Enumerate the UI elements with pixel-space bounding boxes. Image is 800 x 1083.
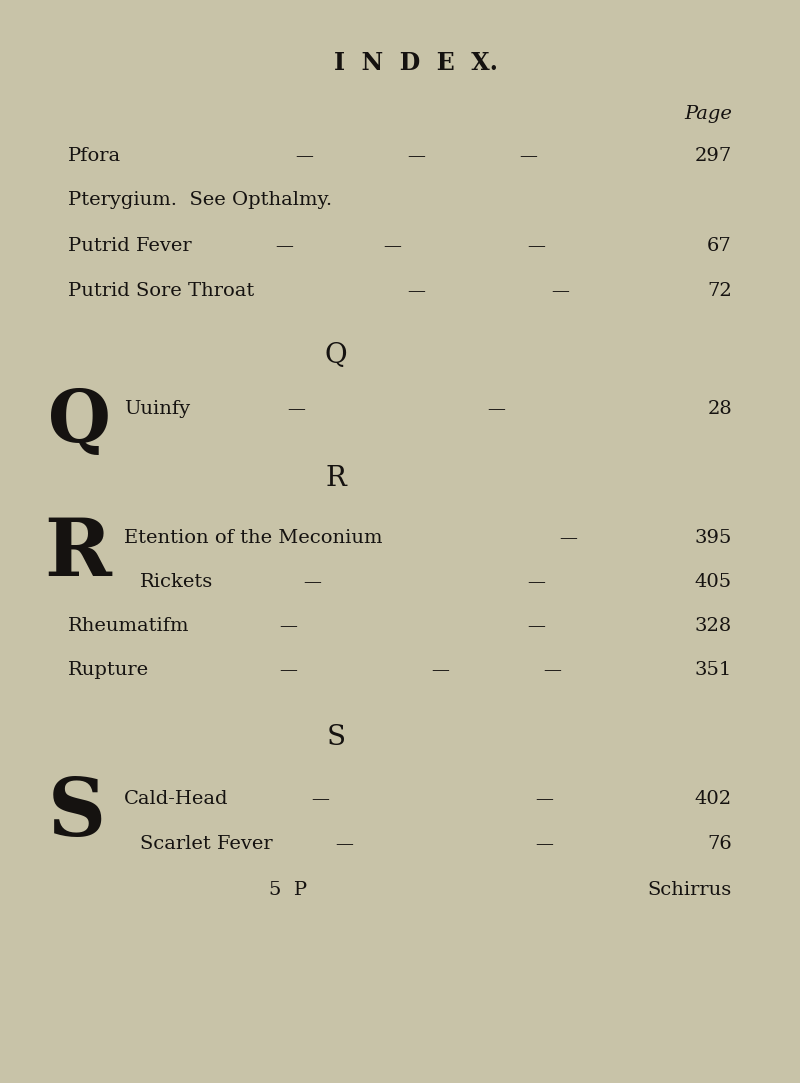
Text: —: — — [535, 791, 553, 808]
Text: S: S — [48, 775, 106, 853]
Text: —: — — [335, 835, 353, 852]
Text: Scarlet Fever: Scarlet Fever — [140, 835, 273, 852]
Text: —: — — [551, 283, 569, 300]
Text: Uuinfy: Uuinfy — [124, 401, 190, 418]
Text: Putrid Sore Throat: Putrid Sore Throat — [68, 283, 254, 300]
Text: 28: 28 — [707, 401, 732, 418]
Text: —: — — [527, 573, 545, 590]
Text: Rickets: Rickets — [140, 573, 214, 590]
Text: —: — — [407, 283, 425, 300]
Text: —: — — [303, 573, 321, 590]
Text: —: — — [519, 147, 537, 165]
Text: R: R — [326, 466, 346, 492]
Text: Pfora: Pfora — [68, 147, 121, 165]
Text: Rupture: Rupture — [68, 662, 149, 679]
Text: —: — — [543, 662, 561, 679]
Text: 328: 328 — [694, 617, 732, 635]
Text: 5  P: 5 P — [269, 882, 307, 899]
Text: 297: 297 — [694, 147, 732, 165]
Text: —: — — [279, 617, 297, 635]
Text: S: S — [326, 725, 346, 751]
Text: —: — — [487, 401, 505, 418]
Text: —: — — [279, 662, 297, 679]
Text: —: — — [407, 147, 425, 165]
Text: —: — — [527, 237, 545, 255]
Text: 76: 76 — [707, 835, 732, 852]
Text: Putrid Fever: Putrid Fever — [68, 237, 192, 255]
Text: Cald-Head: Cald-Head — [124, 791, 229, 808]
Text: Schirrus: Schirrus — [648, 882, 732, 899]
Text: 395: 395 — [694, 530, 732, 547]
Text: Page: Page — [684, 105, 732, 122]
Text: —: — — [431, 662, 449, 679]
Text: R: R — [44, 516, 111, 593]
Text: Q: Q — [325, 342, 347, 368]
Text: Pterygium.  See Opthalmy.: Pterygium. See Opthalmy. — [68, 192, 332, 209]
Text: Etention of the Meconium: Etention of the Meconium — [124, 530, 382, 547]
Text: —: — — [527, 617, 545, 635]
Text: 72: 72 — [707, 283, 732, 300]
Text: I  N  D  E  X.: I N D E X. — [334, 51, 498, 75]
Text: Q: Q — [48, 386, 111, 457]
Text: Rheumatifm: Rheumatifm — [68, 617, 190, 635]
Text: 402: 402 — [695, 791, 732, 808]
Text: —: — — [535, 835, 553, 852]
Text: —: — — [275, 237, 293, 255]
Text: 67: 67 — [707, 237, 732, 255]
Text: 405: 405 — [695, 573, 732, 590]
Text: 351: 351 — [694, 662, 732, 679]
Text: —: — — [559, 530, 577, 547]
Text: —: — — [287, 401, 305, 418]
Text: —: — — [311, 791, 329, 808]
Text: —: — — [383, 237, 401, 255]
Text: —: — — [295, 147, 313, 165]
